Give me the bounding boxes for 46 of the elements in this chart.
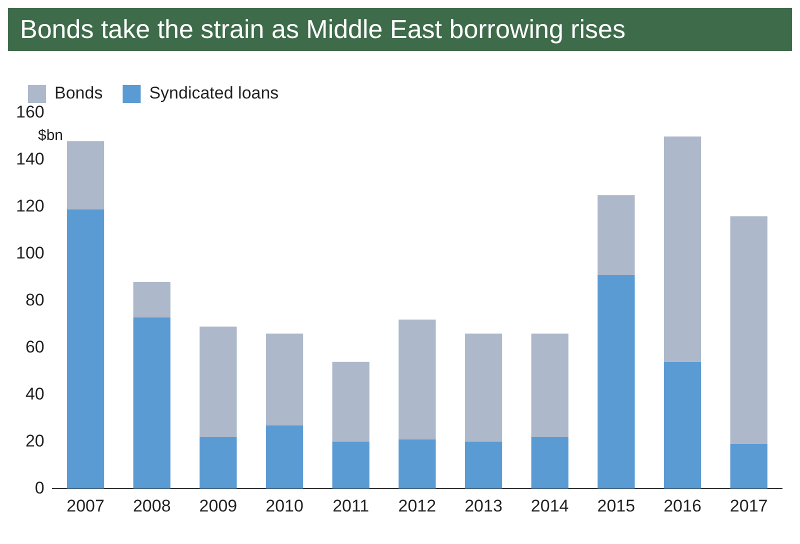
x-tick-label: 2008 — [132, 496, 171, 516]
bar — [398, 439, 436, 489]
bar — [464, 334, 502, 442]
bar — [332, 362, 370, 442]
y-tick-label: 160 — [16, 102, 44, 122]
y-tick-label: 120 — [16, 196, 44, 216]
bar — [598, 195, 635, 275]
bar — [66, 209, 104, 489]
y-tick-label: 140 — [16, 150, 44, 169]
x-tick-label: 2011 — [332, 496, 370, 516]
legend-label: Syndicated loans — [149, 84, 279, 103]
bar — [598, 274, 635, 489]
bar — [133, 317, 170, 489]
bar — [200, 326, 237, 437]
x-tick-label: 2015 — [597, 496, 636, 516]
bar — [398, 320, 436, 440]
bar — [664, 362, 702, 489]
bar — [531, 334, 568, 437]
y-tick-label: 20 — [25, 431, 44, 450]
x-tick-label: 2012 — [398, 496, 436, 516]
bar — [730, 216, 768, 444]
legend-label: Bonds — [54, 84, 103, 103]
x-tick-label: 2010 — [266, 496, 304, 516]
bar — [266, 425, 304, 489]
x-tick-label: 2016 — [664, 496, 702, 516]
bar — [464, 442, 502, 489]
bar — [200, 436, 237, 489]
y-tick-label: 80 — [25, 290, 44, 310]
x-tick-label: 2014 — [530, 496, 569, 516]
bar — [266, 334, 304, 426]
x-tick-label: 2017 — [730, 496, 768, 516]
x-tick-label: 2007 — [66, 496, 104, 516]
y-axis-title: $bn — [38, 127, 64, 144]
bar — [66, 141, 104, 210]
y-tick-label: 60 — [25, 337, 44, 356]
y-tick-label: 0 — [34, 478, 44, 498]
bar — [664, 136, 702, 362]
y-tick-label: 100 — [16, 244, 44, 263]
bar — [332, 442, 370, 489]
x-tick-label: 2013 — [464, 496, 502, 516]
y-tick-label: 40 — [25, 384, 44, 404]
chart-title: Bonds take the strain as Middle East borrowing rises — [8, 8, 792, 51]
x-tick-label: 2009 — [199, 496, 238, 516]
bar — [531, 436, 568, 489]
bar — [730, 444, 768, 489]
bar — [133, 282, 170, 318]
